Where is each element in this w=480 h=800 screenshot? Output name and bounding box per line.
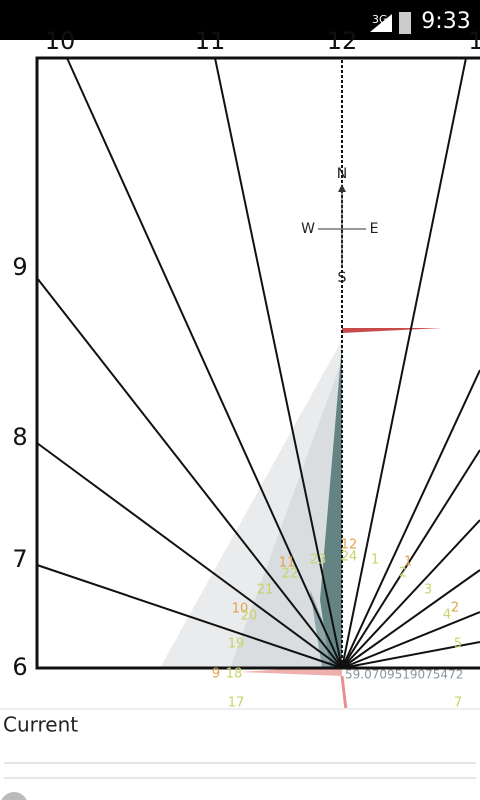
sundial: 10 11 12 1 9 8 7 6 N W E S 12 24 1 1 2 1… <box>12 27 480 711</box>
compass-s: S <box>338 270 347 286</box>
button[interactable] <box>0 792 28 800</box>
hour-label: 9 <box>12 253 27 281</box>
reading: 59.0709519075472 <box>345 668 463 682</box>
sun-marks: 12 24 1 1 2 11 23 22 21 3 2 4 10 20 5 19… <box>212 538 462 711</box>
shadow-fan <box>230 360 342 668</box>
sun-mark: 9 <box>212 667 220 682</box>
hour-label: 11 <box>195 27 226 55</box>
sun-mark: 19 <box>228 637 245 652</box>
compass: N W E S <box>301 166 378 286</box>
sun-marker <box>240 668 342 676</box>
hour-label: 10 <box>45 27 76 55</box>
hour-label: 1 <box>468 27 480 55</box>
compass-e: E <box>370 221 379 237</box>
sun-mark: 12 <box>341 538 358 553</box>
sun-mark: 18 <box>226 667 243 682</box>
hour-label: 8 <box>12 423 27 451</box>
sun-mark: 10 <box>232 602 249 617</box>
sun-mark: 3 <box>424 583 432 598</box>
sun-mark: 2 <box>399 566 407 581</box>
sun-mark: 7 <box>454 696 462 711</box>
sun-mark: 24 <box>341 550 358 565</box>
sun-mark: 1 <box>371 553 379 568</box>
clock: 9:33 <box>421 9 470 34</box>
sun-mark: 21 <box>257 583 274 598</box>
compass-w: W <box>301 221 315 237</box>
panel-label: Current <box>3 713 78 737</box>
sun-mark: 20 <box>241 609 258 624</box>
sun-marker <box>342 328 442 333</box>
hour-label: 12 <box>327 27 358 55</box>
hour-label: 7 <box>12 545 27 573</box>
sun-mark: 22 <box>282 567 299 582</box>
battery-icon <box>399 12 411 34</box>
panel <box>0 708 480 800</box>
hour-lines <box>36 57 480 669</box>
sun-mark: 5 <box>454 637 462 652</box>
sun-mark: 1 <box>404 555 412 570</box>
compass-n: N <box>337 166 347 182</box>
sun-mark: 17 <box>228 696 245 711</box>
dial-frame <box>35 56 480 670</box>
sun-mark: 4 <box>443 608 451 623</box>
sun-mark: 2 <box>451 601 459 616</box>
sun-mark: 23 <box>310 553 327 568</box>
signal-icon <box>370 14 392 32</box>
hour-label: 6 <box>12 653 27 681</box>
sun-mark: 11 <box>279 556 296 571</box>
